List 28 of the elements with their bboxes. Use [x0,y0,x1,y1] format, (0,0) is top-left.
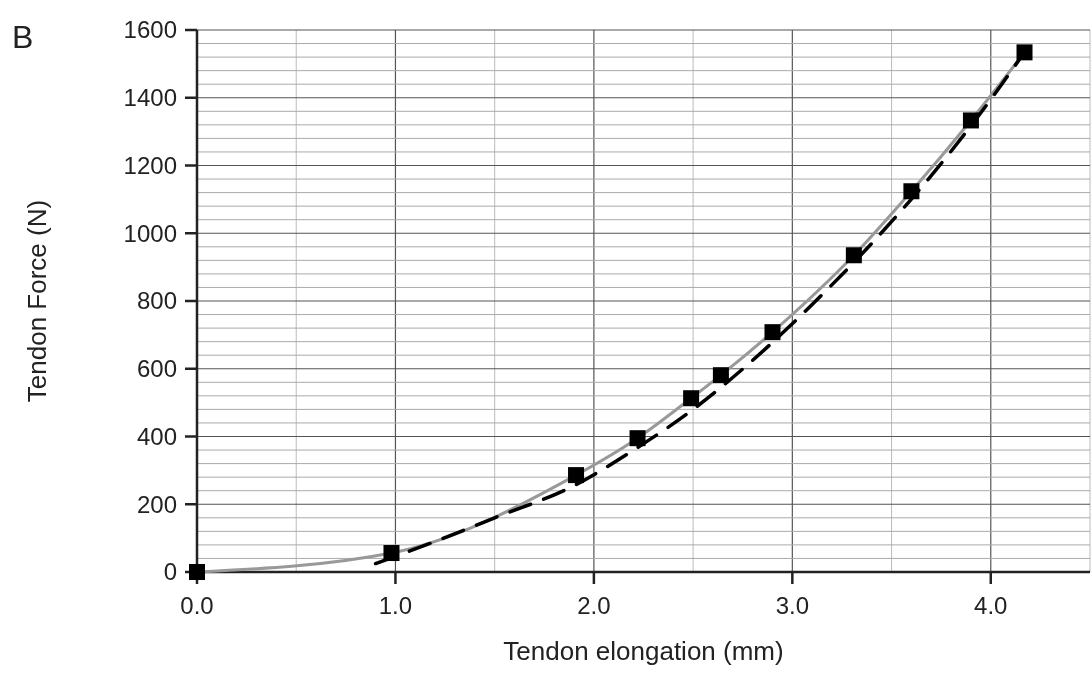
point [903,183,920,200]
y-tick-label: 800 [136,287,177,315]
y-tick-label: 0 [163,558,177,586]
y-tick-label: 600 [136,355,177,383]
point [712,367,729,384]
y-axis-title: Tendon Force (N) [22,199,52,403]
x-tick-label: 1.0 [378,592,413,619]
point [189,564,205,580]
point [683,390,700,407]
y-tick-label: 200 [136,490,177,518]
y-tick-label: 1200 [123,151,177,179]
point [629,430,646,447]
y-tick-label: 400 [136,422,177,450]
y-tick-label: 1400 [123,84,177,112]
x-axis-title: Tendon elongation (mm) [503,636,784,666]
x-tick-label: 3.0 [775,592,810,619]
x-tick-label: 4.0 [974,592,1008,619]
y-tick-label: 1600 [123,16,177,44]
point [383,545,400,562]
x-tick-label: 2.0 [577,592,611,619]
y-tick-label: 1000 [123,219,177,247]
point [764,324,781,341]
x-tick-label: 0.0 [180,592,214,619]
chart-title: B [12,19,34,55]
point [845,247,862,264]
point [962,112,979,129]
point [568,467,585,484]
point [1016,44,1033,61]
